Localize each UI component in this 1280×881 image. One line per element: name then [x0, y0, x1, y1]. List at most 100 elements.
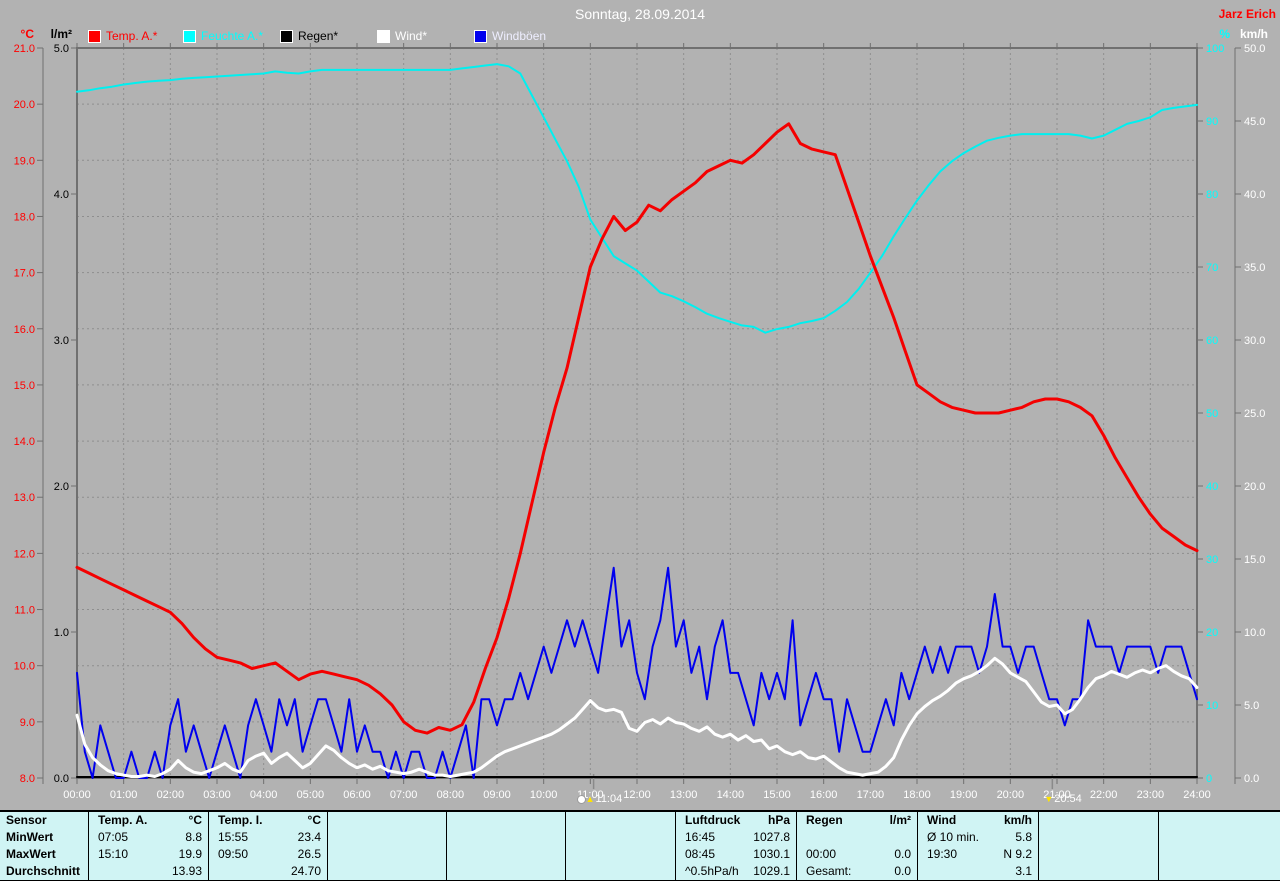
column-header: Temp. A.	[98, 813, 148, 827]
summary-row-label: Sensor	[6, 813, 47, 827]
svg-text:12:00: 12:00	[623, 789, 651, 801]
svg-text:60: 60	[1206, 335, 1218, 347]
stat-value: 0.0	[894, 847, 911, 861]
svg-text:9.0: 9.0	[20, 717, 35, 729]
stat-time	[1159, 829, 1168, 846]
svg-text:1.0: 1.0	[54, 627, 69, 639]
legend-item-wind[interactable]: Wind*	[377, 29, 427, 43]
summary-table: Sensor MinWert MaxWert Durchschnitt Temp. A.…	[0, 810, 1280, 881]
stat-time	[328, 863, 337, 880]
stat-time	[328, 846, 337, 863]
svg-text:8.0: 8.0	[20, 773, 35, 785]
stat-time	[209, 863, 218, 880]
svg-text:14:00: 14:00	[717, 789, 745, 801]
column-unit	[1272, 812, 1278, 829]
stat-value: 5.8	[1015, 830, 1032, 844]
column-header	[447, 812, 456, 829]
svg-text:20: 20	[1206, 627, 1218, 639]
svg-text:12.0: 12.0	[14, 548, 35, 560]
stat-value: 23.4	[297, 830, 321, 844]
svg-text:16.0: 16.0	[14, 324, 35, 336]
moonrise-time-marker: ▲ 11:04	[577, 793, 623, 805]
svg-text:17:00: 17:00	[857, 789, 885, 801]
svg-text:07:00: 07:00	[390, 789, 418, 801]
stat-time: 16:45	[685, 830, 716, 844]
svg-text:11.0: 11.0	[14, 605, 35, 617]
svg-text:19.0: 19.0	[14, 155, 35, 167]
summary-row-labels: Sensor MinWert MaxWert Durchschnitt	[0, 812, 88, 880]
series-line-temp-a-	[75, 122, 1199, 735]
svg-text:10.0: 10.0	[1244, 627, 1265, 639]
stat-time: 07:05	[98, 830, 129, 844]
summary-column-empty	[446, 812, 565, 880]
svg-text:16:00: 16:00	[810, 789, 838, 801]
svg-text:09:00: 09:00	[483, 789, 511, 801]
column-unit: km/h	[1003, 813, 1032, 827]
stat-time: ^0.5hPa/h	[685, 864, 739, 878]
axis-unit-humidity: %	[1219, 27, 1230, 41]
legend-item-temp[interactable]: Temp. A.*	[88, 29, 157, 43]
summary-column-temp-a-: Temp. A. °C 07:05 8.8 15:10 19.9 13.93	[88, 812, 208, 880]
stat-time: 19:30	[927, 847, 958, 861]
stat-value	[1272, 829, 1278, 846]
summary-column-temp-i-: Temp. I. °C 15:55 23.4 09:50 26.5 24.70	[208, 812, 327, 880]
legend-label: Feuchte A.*	[201, 29, 264, 43]
summary-column-empty	[327, 812, 446, 880]
stat-time	[447, 846, 456, 863]
humidity-series-swatch-icon	[183, 29, 196, 43]
svg-text:40: 40	[1206, 481, 1218, 493]
svg-text:13:00: 13:00	[670, 789, 698, 801]
summary-column-luftdruck: Luftdruck hPa 16:45 1027.8 08:45 1030.1 ^0.5hP…	[675, 812, 796, 880]
stat-time	[447, 829, 456, 846]
axis-unit-wind: km/h	[1240, 27, 1269, 41]
series-line-windb-en	[76, 566, 1198, 779]
legend-item-rain[interactable]: Regen*	[280, 29, 338, 43]
legend-item-humidity[interactable]: Feuchte A.*	[183, 29, 263, 43]
column-header: Wind	[927, 813, 957, 827]
summary-column-empty	[1038, 812, 1158, 880]
legend-item-gusts[interactable]: Windböen	[474, 29, 546, 43]
stat-time: 09:50	[218, 847, 249, 861]
svg-text:50.0: 50.0	[1244, 43, 1265, 55]
column-unit: °C	[188, 813, 202, 827]
moon-icon	[577, 795, 585, 803]
stat-time: Ø 10 min.	[927, 830, 980, 844]
svg-text:15.0: 15.0	[14, 380, 35, 392]
column-header: Luftdruck	[685, 813, 741, 827]
svg-text:24:00: 24:00	[1183, 789, 1211, 801]
svg-text:22:00: 22:00	[1090, 789, 1118, 801]
column-unit: hPa	[767, 813, 790, 827]
summary-column-regen: Regen l/m² 00:00 0.0 Gesamt: 0.0	[796, 812, 917, 880]
column-header: Regen	[806, 813, 843, 827]
svg-text:50: 50	[1206, 408, 1218, 420]
axis-unit-rain: l/m²	[50, 27, 72, 41]
svg-text:00:00: 00:00	[63, 789, 91, 801]
svg-text:3.0: 3.0	[54, 335, 69, 347]
svg-text:5.0: 5.0	[54, 43, 69, 55]
svg-text:05:00: 05:00	[297, 789, 325, 801]
legend-label: Windböen	[492, 29, 547, 43]
svg-text:06:00: 06:00	[343, 789, 371, 801]
stat-value: 3.1	[1015, 864, 1032, 878]
wind-series-swatch-icon	[377, 29, 390, 43]
svg-text:08:00: 08:00	[437, 789, 465, 801]
stat-time	[797, 829, 806, 846]
stat-value: 26.5	[297, 847, 321, 861]
column-header	[566, 812, 575, 829]
stat-value: 19.9	[178, 847, 202, 861]
svg-text:18.0: 18.0	[14, 211, 35, 223]
svg-text:20.0: 20.0	[1244, 481, 1265, 493]
svg-text:17.0: 17.0	[14, 268, 35, 280]
svg-text:70: 70	[1206, 262, 1218, 274]
marker-time: 20:54	[1054, 793, 1082, 805]
svg-text:10:00: 10:00	[530, 789, 558, 801]
axis-unit-temp: °C	[20, 27, 34, 41]
svg-text:80: 80	[1206, 189, 1218, 201]
summary-column-wind: Wind km/h Ø 10 min. 5.8 19:30 N 9.2 3.1	[917, 812, 1038, 880]
svg-text:0.0: 0.0	[1244, 773, 1259, 785]
svg-text:100: 100	[1206, 43, 1224, 55]
rain-series-swatch-icon	[280, 29, 293, 43]
svg-text:13.0: 13.0	[14, 492, 35, 504]
marker-time: 11:04	[595, 793, 623, 805]
